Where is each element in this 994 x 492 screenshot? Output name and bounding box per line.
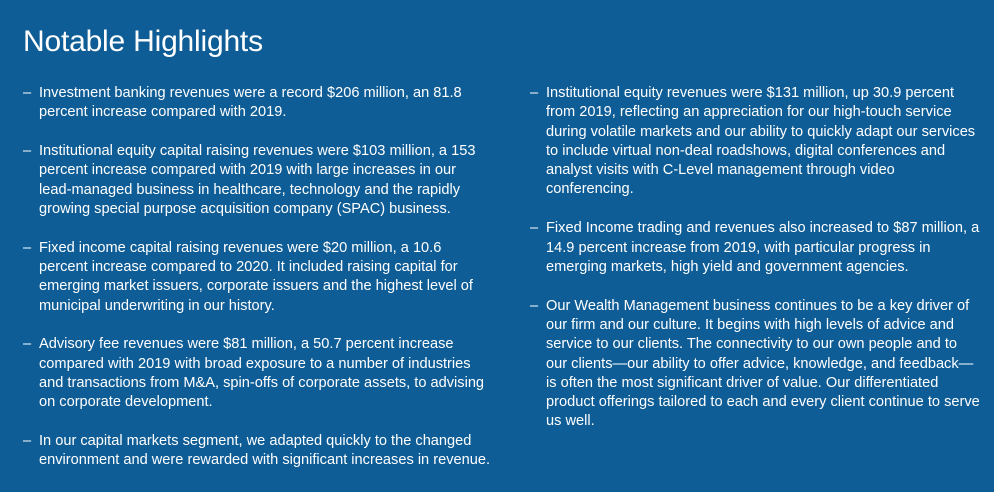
list-item: – Fixed Income trading and revenues also…	[530, 219, 980, 277]
list-item: – Institutional equity revenues were $13…	[530, 84, 980, 200]
list-item: – Institutional equity capital raising r…	[23, 142, 491, 219]
list-item-text: Investment banking revenues were a recor…	[39, 85, 462, 121]
page-title: Notable Highlights	[23, 25, 263, 58]
bullet-dash: –	[530, 297, 539, 314]
bullet-dash: –	[23, 239, 32, 256]
bullet-dash: –	[23, 433, 32, 450]
list-item: – Fixed income capital raising revenues …	[23, 239, 491, 316]
bullet-dash: –	[530, 220, 539, 237]
bullet-dash: –	[530, 85, 539, 101]
list-item-text: Fixed Income trading and revenues also i…	[546, 220, 980, 275]
list-item: – Investment banking revenues were a rec…	[23, 84, 491, 123]
list-item: – In our capital markets segment, we ada…	[23, 432, 491, 471]
bullet-dash: –	[23, 336, 32, 353]
bullet-dash: –	[23, 85, 32, 101]
list-item-text: Institutional equity capital raising rev…	[39, 143, 476, 217]
highlights-list-right: – Institutional equity revenues were $13…	[530, 84, 980, 451]
list-item-text: Our Wealth Management business continues…	[546, 297, 980, 430]
list-item-text: Fixed income capital raising revenues we…	[39, 239, 473, 314]
list-item-text: Advisory fee revenues were $81 million, …	[39, 336, 485, 411]
list-item: – Our Wealth Management business continu…	[530, 297, 980, 432]
highlights-list-left: – Investment banking revenues were a rec…	[23, 84, 491, 490]
bullet-dash: –	[23, 143, 32, 160]
list-item-text: Institutional equity revenues were $131 …	[546, 85, 976, 198]
list-item-text: In our capital markets segment, we adapt…	[39, 433, 491, 469]
list-item: – Advisory fee revenues were $81 million…	[23, 335, 491, 412]
